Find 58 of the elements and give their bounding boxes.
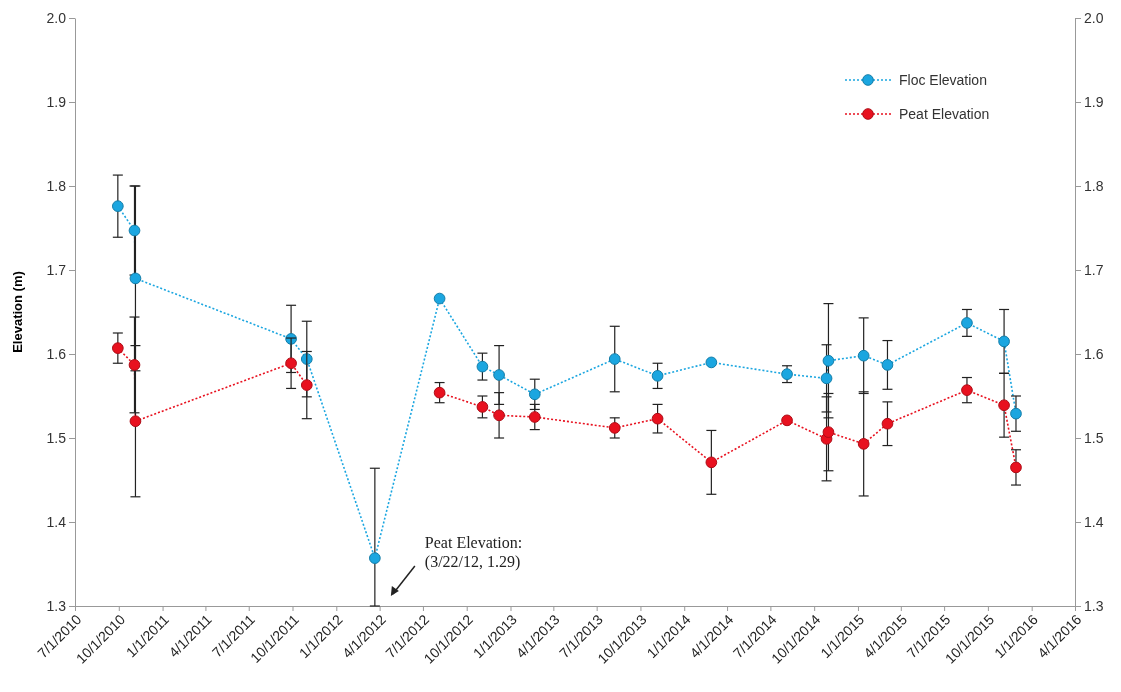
y2-tick-label: 1.4 [1084,513,1104,530]
point [705,456,718,469]
y2-tick-label: 1.9 [1084,93,1104,110]
y2-tick-label: 1.3 [1084,597,1104,614]
y-tick-label: 1.6 [46,345,67,362]
y2-tick-label: 1.7 [1084,261,1104,278]
y-tick-label: 2.0 [46,9,67,26]
point [822,354,835,367]
annotation: Peat Elevation: (3/22/12, 1.29) [424,534,523,572]
y-tick-label: 1.4 [46,513,67,530]
point [822,426,835,438]
point [128,224,141,237]
point [820,372,833,385]
point [998,335,1010,348]
point [476,401,489,413]
point [608,353,621,365]
y2-tick-label: 1.6 [1084,345,1104,362]
point [651,370,664,382]
point [1010,461,1022,474]
point [129,415,142,428]
y-axis-title: Elevation (m) [10,271,25,353]
y-tick-label: 1.5 [46,429,67,446]
point [857,349,870,362]
point [1010,407,1022,420]
point [369,552,381,564]
point [111,342,124,354]
point [433,386,446,399]
point [300,379,313,391]
point [433,292,446,305]
y-tick-label: 1.3 [46,597,67,614]
point [608,422,621,434]
point [881,359,894,371]
point [781,368,793,380]
legend-label: Peat Elevation [899,105,990,122]
y-tick-label: 1.7 [46,261,67,278]
point [961,317,973,329]
legend-label: Floc Elevation [899,71,987,88]
point [881,417,894,430]
point [111,200,124,212]
point [528,388,541,401]
point [961,384,973,396]
y-tick-label: 1.9 [46,93,67,110]
point [857,438,870,450]
y2-tick-label: 1.5 [1084,429,1104,446]
y2-tick-label: 2.0 [1084,9,1104,26]
point [781,414,793,427]
point [493,409,505,422]
point [128,359,141,371]
point [493,369,505,381]
point [998,399,1010,412]
y2-tick-label: 1.8 [1084,177,1104,194]
point [285,357,297,370]
point [476,360,489,373]
point [528,411,541,423]
point [705,356,718,369]
y-tick-label: 1.8 [46,177,67,194]
point [129,272,142,285]
point [651,412,664,425]
